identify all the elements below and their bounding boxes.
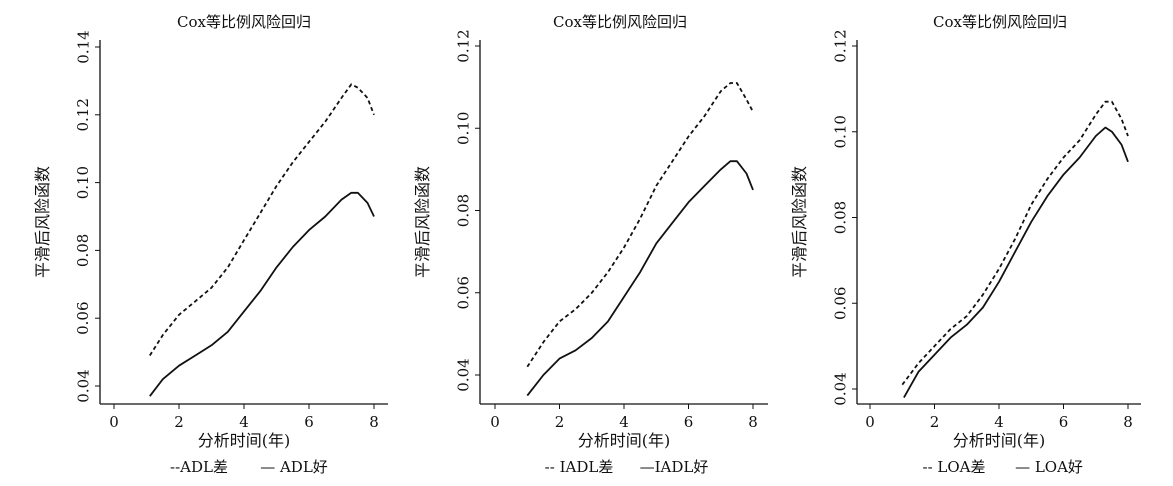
y-tick-label: 0.08	[831, 201, 849, 234]
y-tick-label: 0.12	[831, 29, 849, 62]
y-tick-label: 0.08	[454, 194, 472, 227]
y-tick-label: 0.06	[831, 287, 849, 320]
legend-item-solid: —IADL好	[640, 458, 709, 476]
y-tick-label: 0.12	[74, 98, 92, 131]
x-tick-label: 6	[1059, 413, 1069, 431]
legend-item-dashed: -- LOA差	[923, 458, 986, 476]
x-tick-label: 6	[304, 413, 314, 431]
y-tick-label: 0.12	[454, 29, 472, 62]
y-tick-label: 0.10	[831, 115, 849, 148]
x-tick-label: 8	[1123, 413, 1133, 431]
x-axis-label: 分析时间(年)	[578, 431, 671, 450]
series-line-dashed	[901, 100, 1129, 386]
legend: -- LOA差 — LOA好	[923, 458, 1083, 476]
series-line-dashed	[149, 83, 375, 356]
chart-panel-3: Cox等比例风险回归 0.04 0.06 0.08 0.10 0.12 0 2 4 6 8 分析时间(…	[790, 13, 1141, 476]
x-tick-label: 4	[994, 413, 1004, 431]
y-tick-label: 0.08	[74, 234, 92, 267]
y-tick-label: 0.04	[831, 372, 849, 405]
y-tick-label: 0.10	[74, 166, 92, 199]
x-tick-label: 8	[748, 413, 758, 431]
legend: -- IADL差 —IADL好	[545, 458, 709, 476]
legend-item-dashed: --ADL差	[170, 458, 228, 476]
chart-panel-2: Cox等比例风险回归 0.04 0.06 0.08 0.10 0.12 0 2 4 6 8 分析时间(…	[413, 13, 768, 476]
x-tick-label: 2	[930, 413, 940, 431]
x-tick-label: 8	[369, 413, 379, 431]
y-tick-label: 0.10	[454, 112, 472, 145]
y-tick-label: 0.04	[454, 358, 472, 391]
series-line-solid	[903, 126, 1129, 399]
chart-title: Cox等比例风险回归	[553, 13, 687, 31]
legend-item-dashed: -- IADL差	[545, 458, 614, 476]
x-tick-label: 0	[490, 413, 500, 431]
x-tick-label: 2	[174, 413, 184, 431]
y-tick-label: 0.14	[74, 30, 92, 63]
x-tick-label: 0	[865, 413, 875, 431]
chart-title: Cox等比例风险回归	[177, 13, 311, 31]
y-axis-label: 平滑后风险函数	[790, 166, 809, 278]
x-axis-label: 分析时间(年)	[198, 431, 291, 450]
x-tick-label: 4	[619, 413, 629, 431]
x-tick-label: 2	[555, 413, 565, 431]
x-axis-label: 分析时间(年)	[953, 431, 1046, 450]
legend-item-solid: — LOA好	[1015, 458, 1083, 476]
x-tick-label: 6	[684, 413, 694, 431]
y-tick-label: 0.06	[454, 276, 472, 309]
y-axis-label: 平滑后风险函数	[413, 166, 432, 278]
series-line-solid	[149, 191, 375, 397]
series-line-dashed	[526, 82, 754, 368]
legend: --ADL差 — ADL好	[170, 458, 328, 476]
x-tick-label: 4	[239, 413, 249, 431]
x-tick-label: 0	[109, 413, 119, 431]
y-axis-label: 平滑后风险函数	[33, 166, 52, 278]
y-tick-label: 0.06	[74, 301, 92, 334]
chart-panel-1: Cox等比例风险回归 0.04 0.06 0.08 0.10 0.12 0.14 0 2 4 6 8 分…	[33, 13, 388, 476]
y-tick-label: 0.04	[74, 369, 92, 402]
series-line-solid	[526, 160, 754, 397]
legend-item-solid: — ADL好	[260, 458, 328, 476]
chart-title: Cox等比例风险回归	[933, 13, 1067, 31]
